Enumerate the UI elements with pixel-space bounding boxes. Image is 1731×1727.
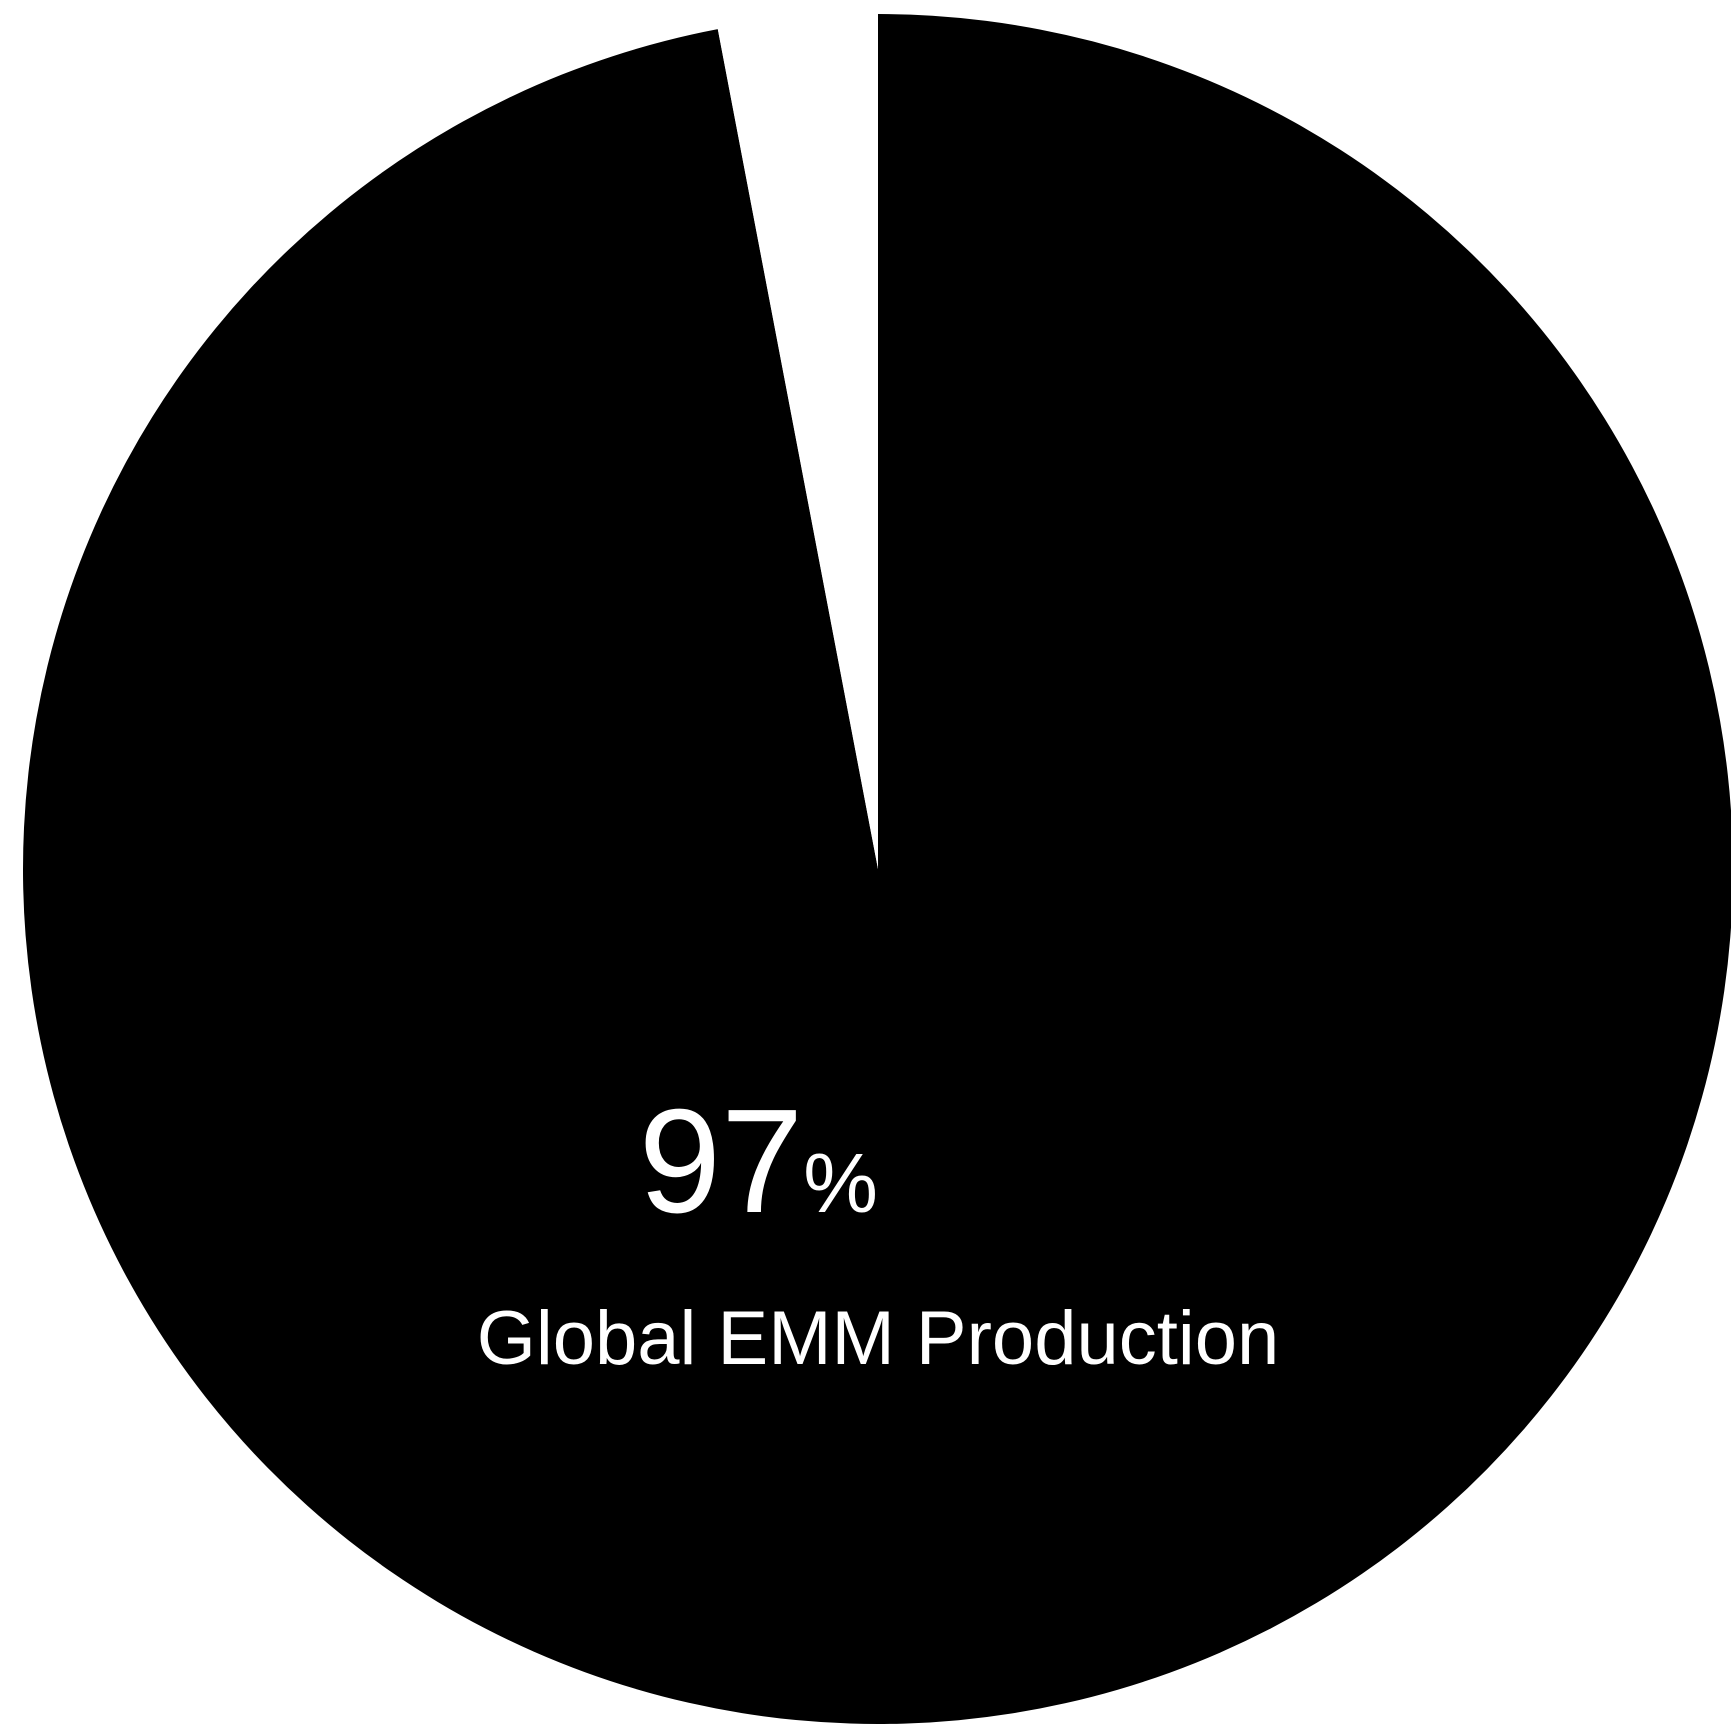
percent-unit: % xyxy=(803,1136,878,1230)
percent-number: 97 xyxy=(639,1079,804,1244)
percent-value: 97% xyxy=(639,1079,878,1244)
pie-slice-1 xyxy=(717,14,878,869)
pie-slices xyxy=(23,14,1731,1724)
pie-slice-0 xyxy=(23,14,1731,1724)
slice-caption: Global EMM Production xyxy=(477,1296,1280,1381)
